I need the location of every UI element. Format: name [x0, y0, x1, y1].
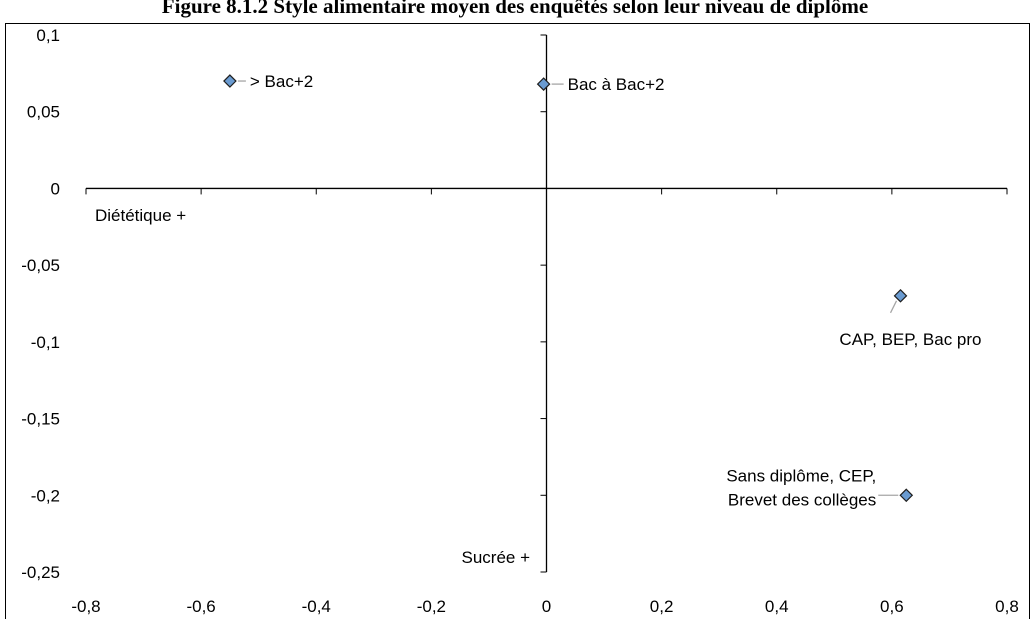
- y-tick-label: 0: [51, 179, 60, 198]
- y-tick-label: -0,15: [21, 410, 60, 429]
- data-label-line: Sans diplôme, CEP,: [726, 466, 876, 485]
- data-label-line: Brevet des collèges: [728, 490, 876, 509]
- x-tick-label: 0,8: [995, 597, 1019, 616]
- data-point-group: Bac à Bac+2: [536, 75, 665, 94]
- axis-annotation-sucree: Sucrée +: [461, 548, 530, 567]
- chart-title: Figure 8.1.2 Style alimentaire moyen des…: [161, 0, 869, 18]
- data-label: Bac à Bac+2: [568, 75, 665, 94]
- x-tick-label: -0,6: [186, 597, 215, 616]
- data-point-group: > Bac+2: [223, 72, 313, 91]
- x-tick-label: 0: [542, 597, 551, 616]
- data-point: [893, 288, 908, 303]
- x-tick-label: 0,6: [880, 597, 904, 616]
- y-tick-label: -0,1: [31, 333, 60, 352]
- data-label-line: CAP, BEP, Bac pro: [839, 330, 981, 349]
- y-tick-label: 0,1: [36, 26, 60, 45]
- y-tick-label: -0,2: [31, 486, 60, 505]
- x-tick-label: -0,4: [302, 597, 331, 616]
- data-point: [536, 77, 551, 91]
- data-point: [223, 74, 237, 88]
- data-label: Sans diplôme, CEP, Brevet des collèges: [726, 466, 876, 509]
- x-tick-label: 0,2: [650, 597, 674, 616]
- plot-frame: [5, 23, 1030, 619]
- y-tick-label: -0,05: [21, 256, 60, 275]
- axis-annotation-dietetique: Diététique +: [95, 206, 186, 225]
- data-points: > Bac+2 Bac à Bac+2 CAP, BEP, Bac pro Sans …: [223, 72, 982, 509]
- y-tick-label: 0,05: [27, 103, 60, 122]
- leader-line: [889, 300, 898, 314]
- data-label-line: Bac à Bac+2: [568, 75, 665, 94]
- data-point-group: CAP, BEP, Bac pro: [839, 288, 982, 349]
- x-tick-label: -0,8: [71, 597, 100, 616]
- data-label-line: > Bac+2: [250, 72, 313, 91]
- data-label: CAP, BEP, Bac pro: [839, 330, 981, 349]
- data-point: [899, 488, 914, 503]
- x-tick-label: -0,2: [417, 597, 446, 616]
- y-tick-label: -0,25: [21, 563, 60, 582]
- data-point-group: Sans diplôme, CEP, Brevet des collèges: [726, 466, 914, 509]
- data-label: > Bac+2: [250, 72, 313, 91]
- axes: -0,8 -0,6 -0,4 -0,2 0 0,2 0,4 0,6 0,8 0,1 0,05 0 -0,…: [21, 26, 1019, 616]
- x-tick-label: 0,4: [765, 597, 789, 616]
